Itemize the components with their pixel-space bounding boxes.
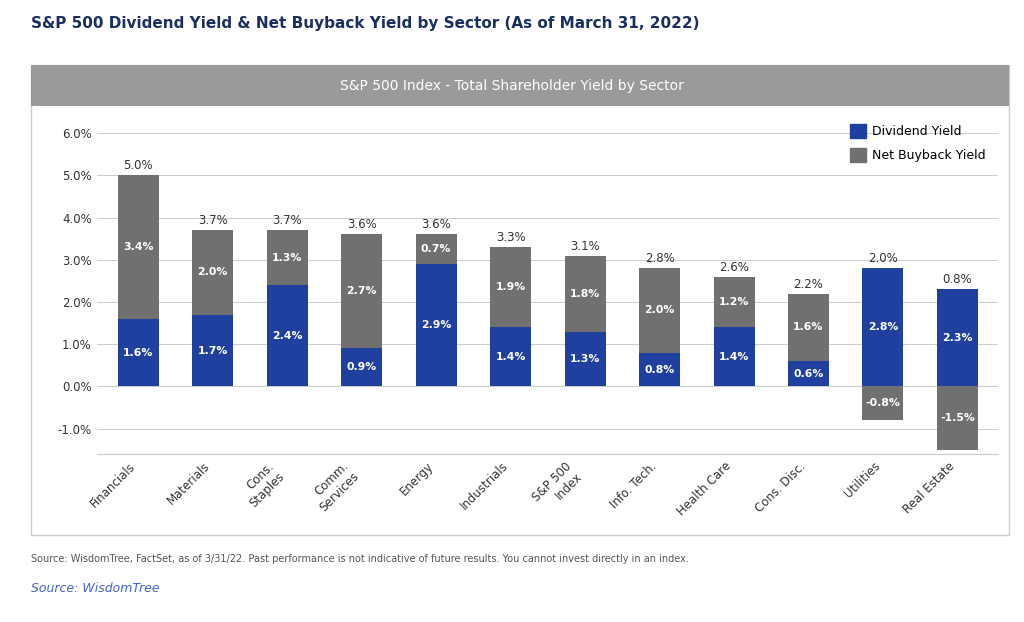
Text: 1.4%: 1.4% xyxy=(496,352,525,362)
Text: 1.3%: 1.3% xyxy=(570,354,600,364)
Bar xyxy=(490,327,531,386)
Text: 2.0%: 2.0% xyxy=(868,253,898,265)
Text: 5.0%: 5.0% xyxy=(124,159,153,172)
Text: 3.6%: 3.6% xyxy=(347,218,377,231)
Bar xyxy=(639,268,680,353)
Text: 2.9%: 2.9% xyxy=(421,320,452,330)
Text: 1.4%: 1.4% xyxy=(719,352,750,362)
Text: -1.5%: -1.5% xyxy=(940,413,975,423)
Text: 3.1%: 3.1% xyxy=(570,239,600,253)
Bar xyxy=(714,277,755,327)
Bar xyxy=(788,294,829,361)
Bar xyxy=(862,386,903,420)
Bar xyxy=(862,268,903,386)
Bar xyxy=(193,315,233,386)
Text: 2.8%: 2.8% xyxy=(645,253,675,265)
Bar xyxy=(416,264,457,386)
Text: -0.8%: -0.8% xyxy=(865,398,900,409)
Text: 0.8%: 0.8% xyxy=(644,364,675,374)
Bar xyxy=(118,319,159,386)
Text: 0.7%: 0.7% xyxy=(421,244,452,254)
Text: 2.3%: 2.3% xyxy=(942,333,973,343)
Bar xyxy=(341,348,382,386)
Text: 0.9%: 0.9% xyxy=(346,363,377,373)
Bar xyxy=(714,327,755,386)
Text: 1.8%: 1.8% xyxy=(570,289,600,299)
Text: Source: WisdomTree: Source: WisdomTree xyxy=(31,582,160,595)
Text: 1.3%: 1.3% xyxy=(272,253,302,262)
Bar xyxy=(118,175,159,319)
Text: Source: WisdomTree, FactSet, as of 3/31/22. Past performance is not indicative o: Source: WisdomTree, FactSet, as of 3/31/… xyxy=(31,554,688,564)
Text: 3.6%: 3.6% xyxy=(421,218,451,231)
Text: 1.7%: 1.7% xyxy=(198,346,228,356)
Bar xyxy=(788,361,829,386)
Text: 2.0%: 2.0% xyxy=(644,305,675,315)
Bar xyxy=(266,285,307,386)
Bar xyxy=(266,230,307,285)
Legend: Dividend Yield, Net Buyback Yield: Dividend Yield, Net Buyback Yield xyxy=(844,118,992,169)
Text: 2.0%: 2.0% xyxy=(198,267,228,277)
Text: 1.9%: 1.9% xyxy=(496,282,525,292)
Text: 0.6%: 0.6% xyxy=(794,369,823,379)
Bar xyxy=(490,247,531,327)
Bar xyxy=(416,234,457,264)
Text: 1.2%: 1.2% xyxy=(719,297,750,307)
Bar xyxy=(564,332,605,386)
Text: 1.6%: 1.6% xyxy=(123,348,154,358)
Bar xyxy=(193,230,233,315)
Text: 3.3%: 3.3% xyxy=(496,231,525,244)
Bar xyxy=(639,353,680,386)
Text: 0.8%: 0.8% xyxy=(943,274,972,286)
Bar xyxy=(564,256,605,332)
Text: 2.7%: 2.7% xyxy=(346,287,377,297)
Text: 1.6%: 1.6% xyxy=(794,322,823,332)
Bar xyxy=(341,234,382,348)
Bar xyxy=(937,386,978,450)
Text: 2.8%: 2.8% xyxy=(867,322,898,332)
Text: 3.7%: 3.7% xyxy=(198,214,227,227)
Bar xyxy=(937,289,978,386)
Text: 3.7%: 3.7% xyxy=(272,214,302,227)
Text: 3.4%: 3.4% xyxy=(123,242,154,252)
Text: S&P 500 Index - Total Shareholder Yield by Sector: S&P 500 Index - Total Shareholder Yield … xyxy=(340,78,684,93)
Text: 2.2%: 2.2% xyxy=(794,277,823,290)
Text: 2.6%: 2.6% xyxy=(719,261,749,274)
Text: S&P 500 Dividend Yield & Net Buyback Yield by Sector (As of March 31, 2022): S&P 500 Dividend Yield & Net Buyback Yie… xyxy=(31,16,699,30)
Text: 2.4%: 2.4% xyxy=(272,331,302,341)
